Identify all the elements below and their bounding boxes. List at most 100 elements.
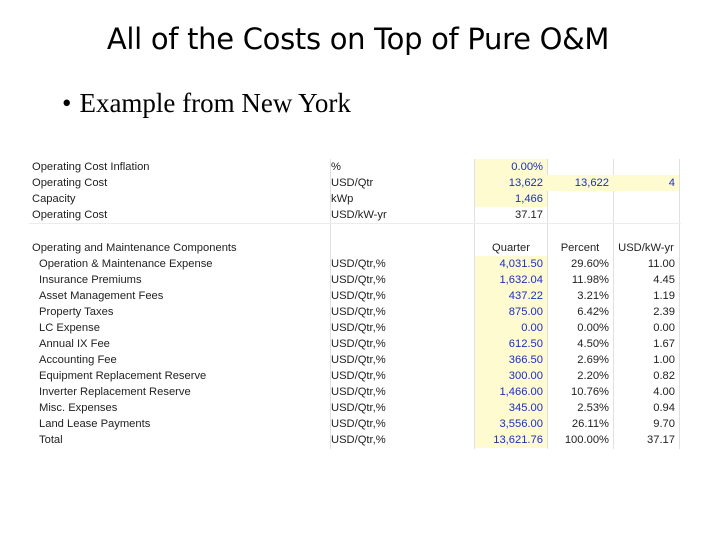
row-unit: USD/Qtr,% xyxy=(331,258,386,270)
usd-kw-yr-cell: 0.94 xyxy=(653,402,675,414)
quarter-input-cell[interactable]: 1,632.04 xyxy=(475,272,547,288)
total-label: Total xyxy=(39,434,63,446)
usd-kw-yr-cell: 9.70 xyxy=(653,418,675,430)
row-label: Operating Cost Inflation xyxy=(32,161,150,173)
value-cell xyxy=(547,191,613,207)
quarter-input-cell[interactable]: 4,031.50 xyxy=(475,256,547,272)
row-unit: USD/Qtr,% xyxy=(331,402,386,414)
table-row: Accounting Fee USD/Qtr,% 366.50 2.69% 1.… xyxy=(29,352,681,368)
usd-kw-yr-cell: 0.82 xyxy=(653,370,675,382)
component-label: Operation & Maintenance Expense xyxy=(39,258,213,270)
component-label: Accounting Fee xyxy=(39,354,117,366)
table-header-row: Operating and Maintenance Components Qua… xyxy=(29,240,681,256)
total-usd-kw-yr-cell: 37.17 xyxy=(647,434,675,446)
table-row: Insurance Premiums USD/Qtr,% 1,632.04 11… xyxy=(29,272,681,288)
input-cell[interactable]: 13,622 xyxy=(475,175,547,191)
percent-cell: 2.20% xyxy=(577,370,609,382)
row-unit: USD/Qtr xyxy=(331,177,374,189)
quarter-input-cell[interactable]: 875.00 xyxy=(475,304,547,320)
percent-cell: 11.98% xyxy=(571,274,609,286)
table-row: Land Lease Payments USD/Qtr,% 3,556.00 2… xyxy=(29,416,681,432)
table-row: Annual IX Fee USD/Qtr,% 612.50 4.50% 1.6… xyxy=(29,336,681,352)
table-row: Operating Cost USD/Qtr 13,622 13,622 4 xyxy=(29,175,681,191)
table-row: Inverter Replacement Reserve USD/Qtr,% 1… xyxy=(29,384,681,400)
bullet-marker: • xyxy=(62,88,72,118)
value-cell xyxy=(613,207,679,223)
grid-line xyxy=(474,159,475,449)
grid-line xyxy=(679,159,680,449)
percent-cell: 0.00% xyxy=(577,322,609,334)
usd-kw-yr-cell: 11.00 xyxy=(647,258,675,270)
percent-cell: 26.11% xyxy=(571,418,609,430)
row-unit: USD/Qtr,% xyxy=(331,354,386,366)
component-label: Land Lease Payments xyxy=(39,418,151,430)
percent-cell: 2.53% xyxy=(577,402,609,414)
quarter-input-cell[interactable]: 366.50 xyxy=(475,352,547,368)
input-cell[interactable]: 13,622 xyxy=(547,175,613,191)
total-percent-cell: 100.00% xyxy=(564,434,609,446)
column-header-usd-kw-yr: USD/kW-yr xyxy=(618,242,674,254)
row-unit: USD/Qtr,% xyxy=(331,290,386,302)
usd-kw-yr-cell: 4.45 xyxy=(653,274,675,286)
row-unit: USD/Qtr,% xyxy=(331,306,386,318)
table-row: Capacity kWp 1,466 xyxy=(29,191,681,207)
value-cell xyxy=(547,159,613,175)
percent-cell: 2.69% xyxy=(577,354,609,366)
bullet-item: • Example from New York xyxy=(62,88,351,119)
quarter-input-cell[interactable]: 437.22 xyxy=(475,288,547,304)
row-unit: USD/kW-yr xyxy=(331,209,387,221)
component-label: Equipment Replacement Reserve xyxy=(39,370,207,382)
usd-kw-yr-cell: 0.00 xyxy=(653,322,675,334)
table-row: Operation & Maintenance Expense USD/Qtr,… xyxy=(29,256,681,272)
row-unit: kWp xyxy=(331,193,354,205)
value-cell xyxy=(613,191,679,207)
component-label: Inverter Replacement Reserve xyxy=(39,386,191,398)
value-cell xyxy=(547,207,613,223)
row-label: Operating Cost xyxy=(32,209,108,221)
percent-cell: 4.50% xyxy=(577,338,609,350)
table-row: Equipment Replacement Reserve USD/Qtr,% … xyxy=(29,368,681,384)
usd-kw-yr-cell: 1.00 xyxy=(653,354,675,366)
row-unit: USD/Qtr,% xyxy=(331,322,386,334)
percent-cell: 6.42% xyxy=(577,306,609,318)
column-header-quarter: Quarter xyxy=(492,242,530,254)
component-label: Property Taxes xyxy=(39,306,114,318)
row-unit: USD/Qtr,% xyxy=(331,418,386,430)
row-unit: USD/Qtr,% xyxy=(331,274,386,286)
usd-kw-yr-cell: 1.67 xyxy=(653,338,675,350)
total-quarter-cell: 13,621.76 xyxy=(475,432,547,448)
input-cell[interactable]: 4 xyxy=(613,175,679,191)
quarter-input-cell[interactable]: 345.00 xyxy=(475,400,547,416)
component-label: Annual IX Fee xyxy=(39,338,110,350)
usd-kw-yr-cell: 4.00 xyxy=(653,386,675,398)
section-divider xyxy=(29,223,681,224)
row-unit: USD/Qtr,% xyxy=(331,386,386,398)
row-unit: % xyxy=(331,161,341,173)
percent-cell: 10.76% xyxy=(571,386,609,398)
value-cell xyxy=(613,159,679,175)
grid-line xyxy=(330,159,331,449)
input-cell[interactable]: 0.00% xyxy=(475,159,547,175)
input-cell[interactable]: 1,466 xyxy=(475,191,547,207)
quarter-input-cell[interactable]: 0.00 xyxy=(475,320,547,336)
slide-title: All of the Costs on Top of Pure O&M xyxy=(106,22,610,56)
grid-line xyxy=(613,159,614,449)
percent-cell: 3.21% xyxy=(577,290,609,302)
table-row: LC Expense USD/Qtr,% 0.00 0.00% 0.00 xyxy=(29,320,681,336)
percent-cell: 29.60% xyxy=(571,258,609,270)
row-unit: USD/Qtr,% xyxy=(331,434,386,446)
table-row-total: Total USD/Qtr,% 13,621.76 100.00% 37.17 xyxy=(29,432,681,448)
table-row: Misc. Expenses USD/Qtr,% 345.00 2.53% 0.… xyxy=(29,400,681,416)
quarter-input-cell[interactable]: 300.00 xyxy=(475,368,547,384)
row-label: Capacity xyxy=(32,193,76,205)
quarter-input-cell[interactable]: 3,556.00 xyxy=(475,416,547,432)
quarter-input-cell[interactable]: 1,466.00 xyxy=(475,384,547,400)
row-label: Operating Cost xyxy=(32,177,108,189)
quarter-input-cell[interactable]: 612.50 xyxy=(475,336,547,352)
spreadsheet-table: Operating Cost Inflation % 0.00% Operati… xyxy=(29,159,681,449)
section-label: Operating and Maintenance Components xyxy=(32,242,237,254)
table-row: Operating Cost Inflation % 0.00% xyxy=(29,159,681,175)
table-row: Operating Cost USD/kW-yr 37.17 xyxy=(29,207,681,223)
component-label: Asset Management Fees xyxy=(39,290,164,302)
component-label: LC Expense xyxy=(39,322,100,334)
